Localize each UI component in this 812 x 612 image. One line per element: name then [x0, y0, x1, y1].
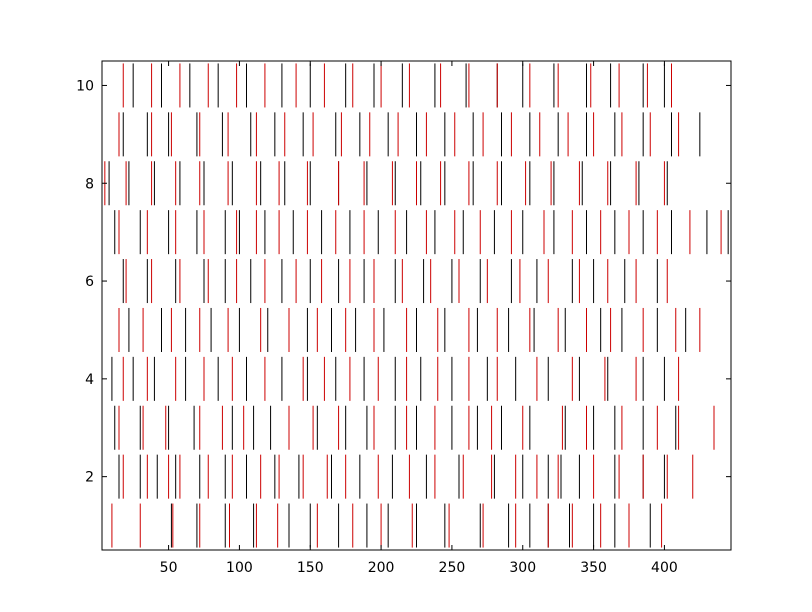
y-tick-label-6: 6: [85, 274, 94, 290]
y-tick-label-8: 8: [85, 176, 94, 192]
y-tick-label-2: 2: [85, 470, 94, 486]
event-lines: [104, 63, 729, 548]
x-tick-label-100: 100: [226, 560, 253, 576]
x-tick-label-200: 200: [368, 560, 395, 576]
plot-frame: [101, 60, 732, 551]
x-tick-label-50: 50: [160, 560, 178, 576]
y-tick-label-4: 4: [85, 372, 94, 388]
x-tick-label-350: 350: [580, 560, 607, 576]
x-tick-label-300: 300: [509, 560, 536, 576]
x-tick-label-150: 150: [297, 560, 324, 576]
y-tick-label-10: 10: [76, 78, 94, 94]
x-tick-label-250: 250: [439, 560, 466, 576]
axis-ticks: 50 100 150 200 250 300 350 400 2 4 6 8 10: [76, 61, 731, 576]
x-tick-label-400: 400: [651, 560, 678, 576]
